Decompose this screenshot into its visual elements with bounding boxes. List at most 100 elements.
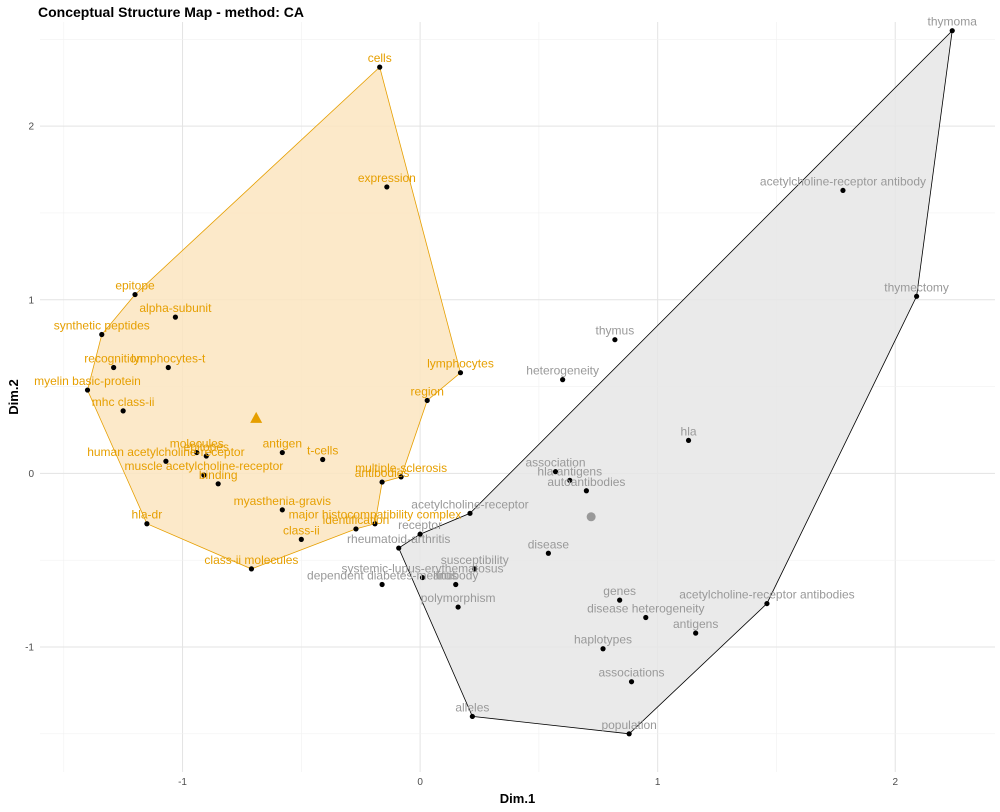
y-tick-label: 1	[28, 295, 34, 306]
x-tick-label: -1	[178, 777, 187, 788]
data-point	[417, 531, 423, 537]
data-point	[457, 370, 464, 376]
data-point	[914, 293, 920, 299]
data-point	[172, 314, 179, 320]
point-label: rheumatoid-arthritis	[347, 532, 450, 546]
data-point	[628, 679, 635, 685]
point-label: antigen	[263, 437, 302, 451]
point-label: myelin basic-protein	[34, 374, 141, 388]
data-point	[298, 536, 304, 542]
data-point	[384, 184, 390, 190]
y-tick-label: 0	[28, 469, 34, 480]
point-label: recognition	[84, 351, 143, 365]
point-label: human acetylcholine-receptor	[87, 445, 244, 459]
chart-title: Conceptual Structure Map - method: CA	[38, 4, 305, 20]
data-point	[626, 731, 632, 737]
data-point	[560, 377, 566, 383]
data-point	[372, 521, 378, 527]
point-label: epitope	[115, 279, 155, 293]
y-axis-title: Dim.2	[6, 379, 21, 414]
point-label: binding	[199, 468, 238, 482]
x-tick-label: 0	[417, 777, 423, 788]
data-point	[764, 600, 770, 607]
data-point	[194, 449, 200, 456]
point-label: region	[411, 384, 444, 398]
x-tick-label: 2	[892, 777, 898, 788]
point-label: alpha-subunit	[139, 301, 212, 315]
data-point	[424, 397, 430, 404]
point-label: receptor	[398, 518, 442, 532]
point-label: heterogeneity	[526, 364, 599, 378]
data-point	[84, 387, 91, 393]
data-point	[567, 477, 573, 483]
cluster-2: thymoma acetylcholine-receptor antibody th…	[307, 15, 977, 737]
data-point	[279, 449, 285, 456]
point-label: epitopes	[184, 440, 229, 454]
data-point	[163, 458, 169, 464]
y-tick-label: 2	[28, 122, 34, 133]
point-label: molecules	[170, 437, 224, 451]
point-label: mhc class-ii	[92, 395, 155, 409]
point-label: lymphocytes-t	[131, 351, 206, 365]
point-label: polymorphism	[421, 591, 496, 605]
x-axis-title: Dim.1	[500, 791, 535, 806]
data-point	[545, 550, 551, 556]
data-point	[398, 474, 404, 480]
point-label: class-ii	[283, 523, 320, 537]
data-point	[215, 481, 221, 487]
data-point	[201, 472, 207, 478]
data-point	[612, 337, 618, 343]
data-point	[165, 364, 171, 371]
data-point	[279, 507, 285, 513]
point-label: associations	[599, 666, 665, 680]
data-point	[949, 28, 955, 34]
point-label: thymectomy	[884, 280, 949, 294]
data-point	[379, 479, 385, 485]
point-label: thymus	[596, 324, 635, 338]
cluster-1: cells expression epitope alpha-subunit synth…	[34, 51, 494, 572]
point-label: haplotypes	[574, 633, 632, 647]
point-label: dependent diabetes-mellitus	[307, 569, 457, 583]
data-point	[99, 331, 105, 338]
data-point	[379, 581, 385, 588]
data-point	[469, 713, 475, 720]
point-label: antibody	[433, 569, 478, 583]
point-label: identification	[323, 513, 390, 527]
data-point	[353, 526, 359, 532]
point-label: synthetic peptides	[54, 319, 150, 333]
point-label: antibodies	[355, 466, 410, 480]
point-label: systemic-lupus-erythematosus	[341, 562, 503, 576]
data-point	[320, 456, 326, 463]
data-point	[132, 291, 138, 298]
point-label: acetylcholine-receptor antibody	[760, 174, 926, 188]
point-label: lymphocytes	[427, 357, 494, 371]
data-point	[472, 566, 478, 572]
data-point	[583, 488, 589, 494]
data-point	[111, 364, 117, 371]
point-label: population	[601, 718, 656, 732]
data-point	[600, 646, 606, 652]
data-point	[840, 187, 846, 194]
point-label: expression	[358, 171, 416, 185]
point-label: class-ii molecules	[204, 553, 298, 567]
point-label: alleles	[455, 700, 489, 714]
data-point	[453, 581, 459, 588]
data-point	[203, 453, 209, 459]
data-point	[643, 614, 649, 621]
point-label: thymoma	[928, 15, 978, 29]
data-point	[693, 630, 699, 636]
point-label: genes	[603, 584, 636, 598]
data-point	[617, 597, 623, 603]
point-label: hla antigens	[537, 464, 602, 478]
point-label: acetylcholine-receptor antibodies	[679, 588, 854, 602]
data-point	[377, 64, 383, 70]
cluster-centroid	[250, 411, 263, 423]
point-label: autoantibodies	[547, 475, 625, 489]
point-label: multiple-sclerosis	[355, 461, 447, 475]
point-label: association	[525, 456, 585, 470]
point-label: disease heterogeneity	[587, 601, 704, 615]
point-label: t-cells	[307, 444, 338, 458]
data-point	[455, 604, 461, 610]
point-label: disease	[528, 537, 570, 551]
